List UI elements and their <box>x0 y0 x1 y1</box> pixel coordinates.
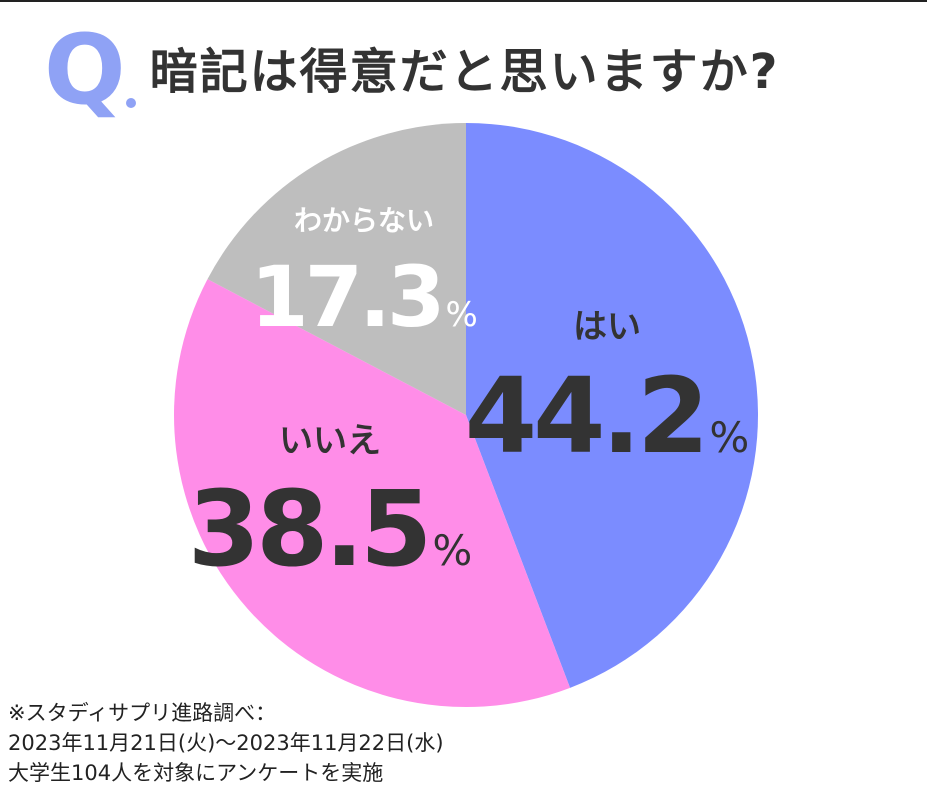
pie-slice-yes <box>466 123 758 688</box>
slice-value-yes: 44.2% <box>465 355 750 477</box>
survey-footnote: ※スタディサプリ進路調べ： 2023年11月21日(火)～2023年11月22日… <box>8 698 444 788</box>
pie-slice-no <box>173 279 571 707</box>
question-header: Q 暗記は得意だと思いますか? <box>44 22 779 132</box>
slice-value-no: 38.5% <box>188 468 473 590</box>
slice-label-unknown: わからない <box>294 204 434 237</box>
slice-label-yes: はい <box>573 307 641 347</box>
top-rule <box>0 0 927 2</box>
slice-value-unknown: 17.3% <box>250 248 478 346</box>
q-dot <box>125 98 136 108</box>
question-title: 暗記は得意だと思いますか? <box>149 44 780 100</box>
footnote-sample: 大学生104人を対象にアンケートを実施 <box>8 761 384 785</box>
pie-slice-unknown <box>207 123 466 415</box>
footnote-period: 2023年11月21日(火)～2023年11月22日(水) <box>8 731 444 755</box>
q-mark: Q <box>44 14 126 126</box>
footnote-source: ※スタディサプリ進路調べ： <box>8 701 277 725</box>
slice-label-no: いいえ <box>279 421 381 461</box>
